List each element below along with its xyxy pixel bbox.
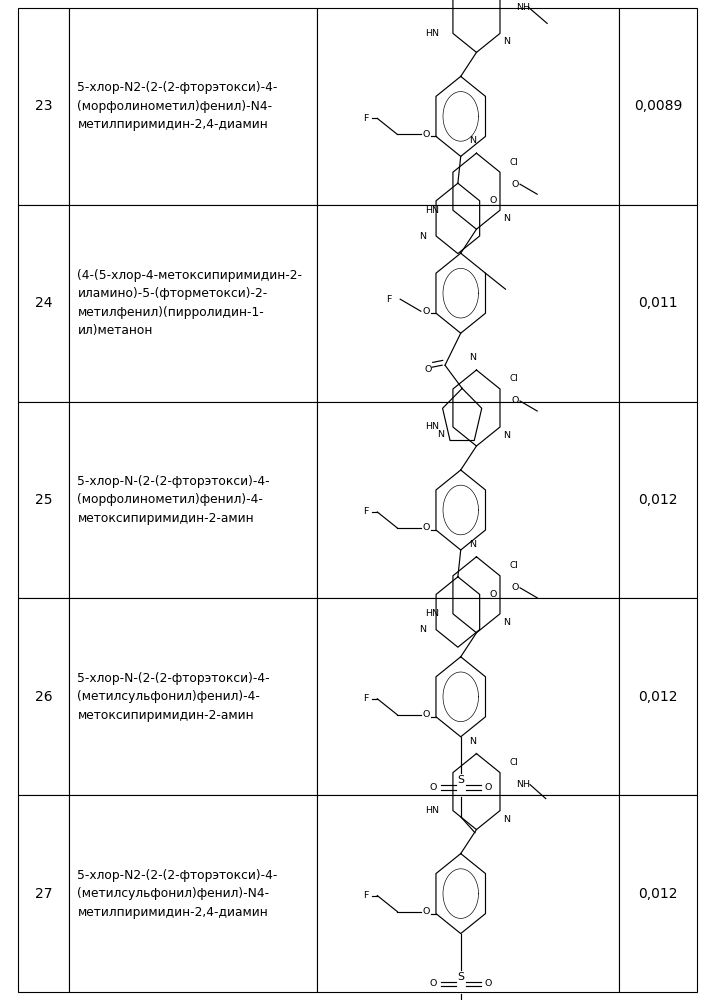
Text: F: F	[386, 295, 392, 304]
Text: O: O	[490, 590, 497, 599]
Text: O: O	[511, 180, 519, 189]
Text: 27: 27	[34, 887, 52, 901]
Text: S: S	[457, 972, 464, 982]
Bar	[18, 795, 69, 992]
Text: HN: HN	[425, 422, 438, 431]
Text: N: N	[468, 136, 475, 145]
Text: 23: 23	[34, 99, 52, 113]
Text: Cl: Cl	[510, 561, 519, 570]
Text: 24: 24	[34, 296, 52, 310]
Bar	[317, 205, 619, 402]
Text: O: O	[490, 196, 497, 205]
Bar	[18, 8, 69, 205]
Text: N: N	[503, 431, 511, 440]
Text: 0,0089: 0,0089	[634, 99, 682, 113]
Text: N: N	[438, 430, 444, 439]
Bar	[619, 795, 697, 992]
Text: O: O	[423, 524, 430, 532]
Bar	[69, 205, 317, 402]
Bar	[619, 205, 697, 402]
Text: O: O	[423, 130, 430, 139]
Text: F: F	[363, 508, 368, 516]
Text: 0,012: 0,012	[638, 887, 678, 901]
Text: N: N	[503, 815, 511, 824]
Bar	[18, 205, 69, 402]
Text: F: F	[363, 694, 368, 703]
Text: HN: HN	[425, 29, 438, 38]
Text: N: N	[503, 214, 511, 223]
Text: 25: 25	[34, 493, 52, 507]
Text: N: N	[468, 540, 475, 549]
Bar	[69, 795, 317, 992]
Text: O: O	[424, 365, 432, 374]
Text: HN: HN	[425, 806, 438, 815]
Text: O: O	[511, 583, 519, 592]
Bar	[619, 598, 697, 795]
Bar	[69, 598, 317, 795]
Text: NH: NH	[516, 780, 530, 789]
Bar	[317, 8, 619, 205]
Text: F: F	[363, 114, 368, 123]
Bar	[619, 402, 697, 598]
Bar	[69, 402, 317, 598]
Text: (4-(5-хлор-4-метоксипиримидин-2-
иламино)-5-(фторметокси)-2-
метилфенил)(пирроли: (4-(5-хлор-4-метоксипиримидин-2- иламино…	[77, 269, 302, 337]
Text: Cl: Cl	[510, 758, 519, 767]
Text: 0,012: 0,012	[638, 493, 678, 507]
Text: 5-хлор-N2-(2-(2-фторэтокси)-4-
(метилсульфонил)фенил)-N4-
метилпиримидин-2,4-диа: 5-хлор-N2-(2-(2-фторэтокси)-4- (метилсул…	[77, 869, 277, 919]
Text: 26: 26	[34, 690, 52, 704]
Text: F: F	[363, 891, 368, 900]
Text: 5-хлор-N-(2-(2-фторэтокси)-4-
(метилсульфонил)фенил)-4-
метоксипиримидин-2-амин: 5-хлор-N-(2-(2-фторэтокси)-4- (метилсуль…	[77, 672, 270, 722]
Text: HN: HN	[425, 609, 438, 618]
Text: O: O	[430, 783, 438, 792]
Text: O: O	[423, 907, 430, 916]
Text: O: O	[484, 980, 492, 988]
Bar	[18, 402, 69, 598]
Bar	[317, 795, 619, 992]
Text: O: O	[423, 710, 430, 719]
Text: O: O	[430, 980, 438, 988]
Text: N: N	[419, 625, 426, 634]
Text: N: N	[468, 353, 475, 362]
Text: Cl: Cl	[510, 158, 519, 167]
Bar	[619, 8, 697, 205]
Bar	[317, 598, 619, 795]
Bar	[18, 598, 69, 795]
Text: 5-хлор-N2-(2-(2-фторэтокси)-4-
(морфолинометил)фенил)-N4-
метилпиримидин-2,4-диа: 5-хлор-N2-(2-(2-фторэтокси)-4- (морфолин…	[77, 81, 277, 131]
Text: O: O	[511, 396, 519, 405]
Text: N: N	[503, 37, 511, 46]
Text: N: N	[419, 232, 426, 241]
Text: HN: HN	[425, 206, 438, 215]
Text: 0,012: 0,012	[638, 690, 678, 704]
Text: O: O	[484, 783, 492, 792]
Bar	[69, 8, 317, 205]
Text: N: N	[468, 737, 475, 746]
Text: 0,011: 0,011	[638, 296, 678, 310]
Text: S: S	[457, 775, 464, 785]
Text: 5-хлор-N-(2-(2-фторэтокси)-4-
(морфолинометил)фенил)-4-
метоксипиримидин-2-амин: 5-хлор-N-(2-(2-фторэтокси)-4- (морфолино…	[77, 475, 270, 525]
Text: Cl: Cl	[510, 374, 519, 383]
Bar	[317, 402, 619, 598]
Text: N: N	[503, 618, 511, 627]
Text: NH: NH	[516, 3, 530, 12]
Text: O: O	[423, 307, 430, 316]
